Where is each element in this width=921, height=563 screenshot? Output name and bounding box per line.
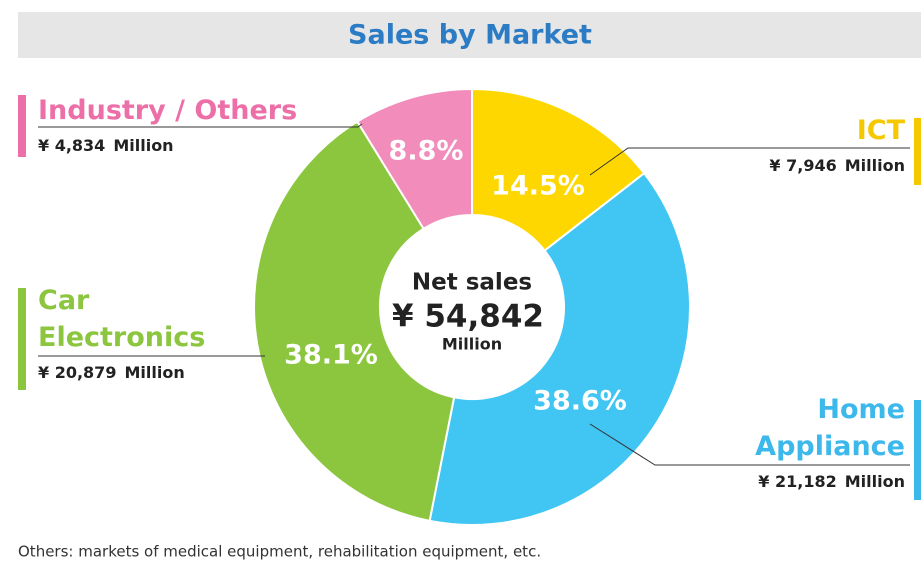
footnote: Others: markets of medical equipment, re… xyxy=(18,543,541,561)
leader-line xyxy=(589,423,910,466)
total-label: ¥ 54,842 xyxy=(392,299,544,335)
percent-label: 8.8% xyxy=(389,136,464,167)
amount: ¥ 4,834 Million xyxy=(38,131,438,157)
side-label: Home Appliance ¥ 21,182 Million xyxy=(735,391,905,493)
legend-bar xyxy=(18,288,26,390)
category-label: Home Appliance xyxy=(755,394,905,462)
center-title: Net sales xyxy=(412,270,532,296)
value-label: ¥ 20,879 xyxy=(38,363,117,382)
percent-label: 38.6% xyxy=(533,386,627,417)
unit-label: Million xyxy=(844,156,905,175)
leader-line xyxy=(38,123,363,128)
unit-label: Million xyxy=(844,472,905,491)
title-banner xyxy=(18,12,921,58)
chart-title: Sales by Market xyxy=(348,20,592,51)
side-label: Industry / Others ¥ 4,834 Million xyxy=(38,92,438,157)
amount: ¥ 21,182 Million xyxy=(735,467,905,493)
category-label: Industry / Others xyxy=(38,95,298,126)
value-label: ¥ 4,834 xyxy=(38,136,106,155)
amount: ¥ 7,946 Million xyxy=(705,151,905,177)
legend-bar xyxy=(914,400,921,500)
amount: ¥ 20,879 Million xyxy=(38,358,218,384)
percent-label: 14.5% xyxy=(491,171,585,202)
leader-line xyxy=(589,147,910,176)
category-label: ICT xyxy=(856,115,905,146)
total-unit: Million xyxy=(442,335,502,354)
side-label: Car Electronics ¥ 20,879 Million xyxy=(38,282,218,384)
value-label: ¥ 21,182 xyxy=(758,472,837,491)
legend-bar xyxy=(18,95,26,157)
value-label: ¥ 7,946 xyxy=(769,156,837,175)
legend-bar xyxy=(914,118,921,185)
center-hole xyxy=(380,215,564,399)
percent-label: 38.1% xyxy=(284,340,378,371)
unit-label: Million xyxy=(124,363,185,382)
category-label: Car Electronics xyxy=(38,285,206,353)
side-label: ICT ¥ 7,946 Million xyxy=(705,112,905,177)
unit-label: Million xyxy=(113,136,174,155)
